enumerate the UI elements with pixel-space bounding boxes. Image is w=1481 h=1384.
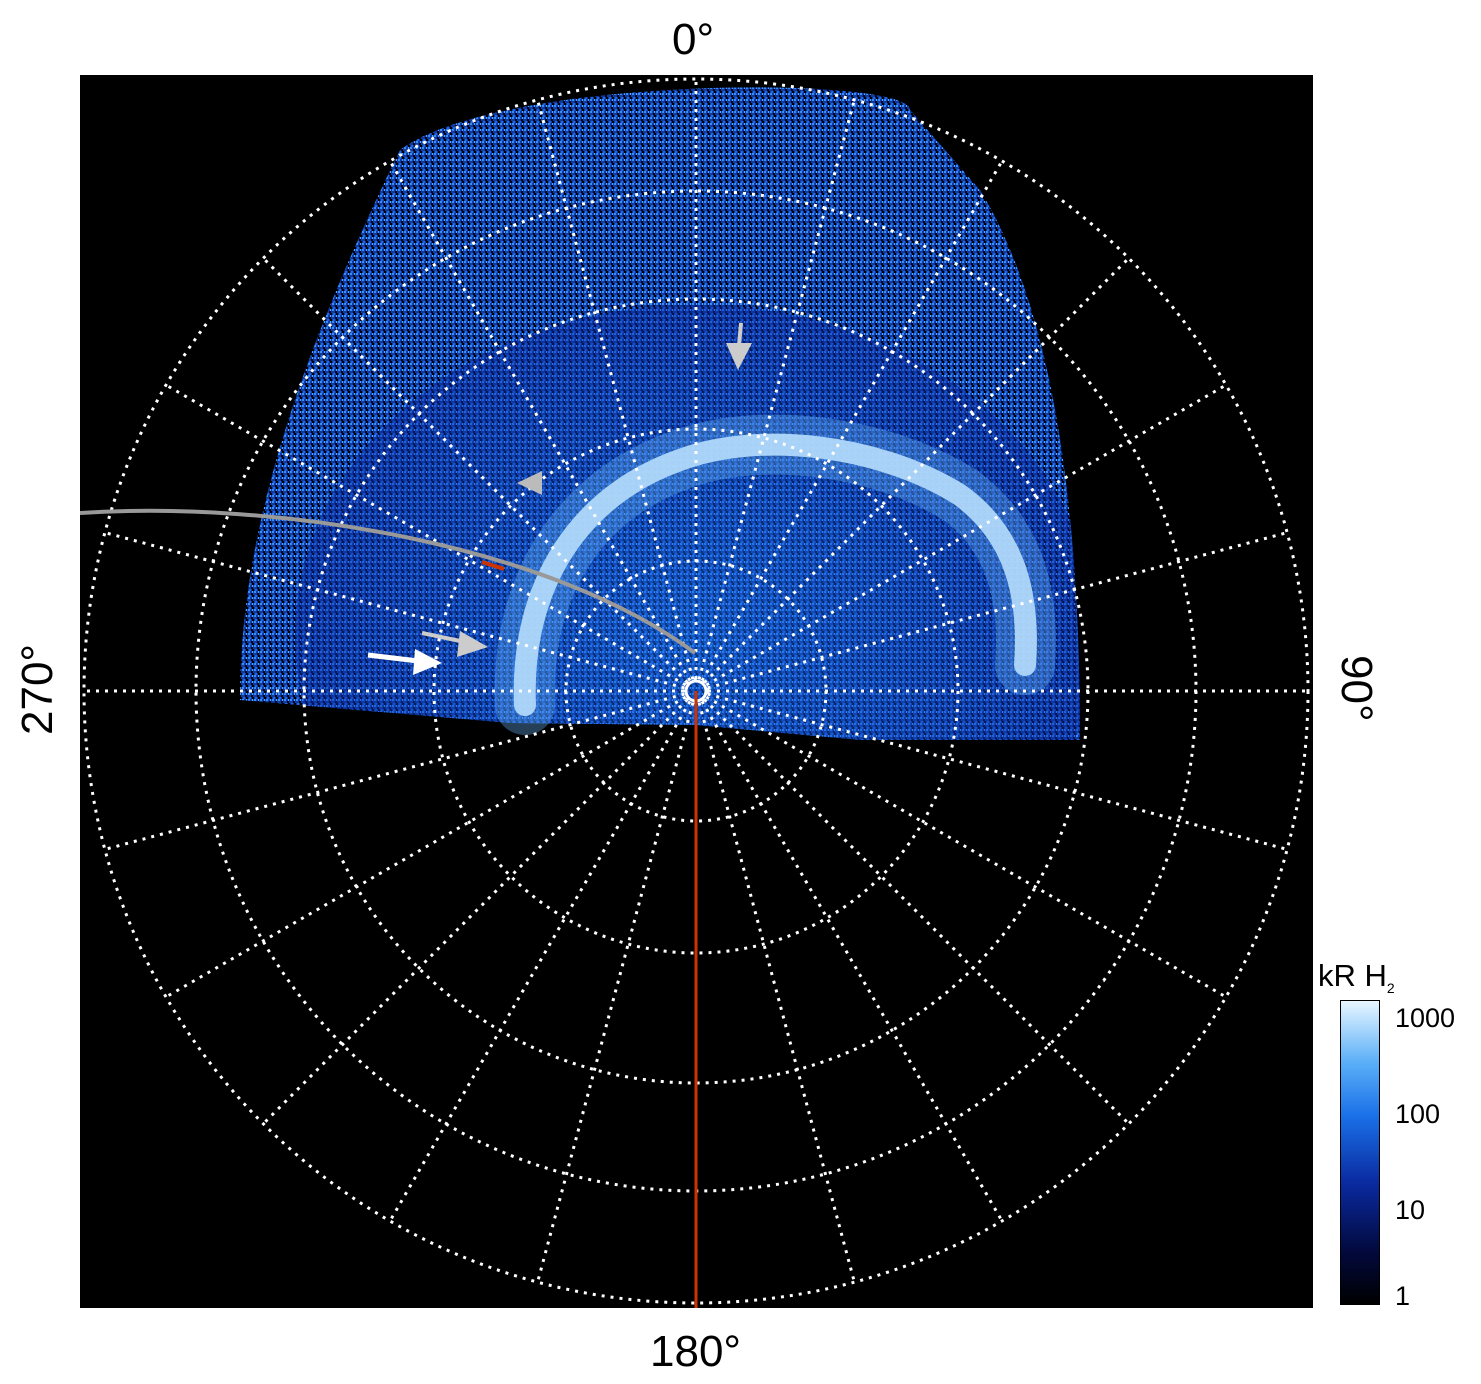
trajectory-highlight — [481, 560, 505, 571]
meridian-150 — [700, 700, 1004, 1222]
longitude-label-270: 270° — [13, 643, 62, 735]
meridian-345 — [536, 99, 695, 680]
colorbar-tick-1: 1 — [1395, 1281, 1411, 1311]
colorbar-title: kR H2 — [1318, 958, 1395, 997]
gray-arrow-top — [726, 322, 752, 370]
gray-arrow-lower-left — [421, 631, 488, 657]
longitude-label-180: 180° — [650, 1327, 742, 1376]
meridian-225 — [262, 698, 689, 1125]
meridian-15 — [697, 99, 856, 680]
meridian-45 — [703, 257, 1130, 684]
meridian-255 — [104, 692, 685, 851]
meridian-120 — [705, 695, 1227, 999]
meridian-210 — [388, 700, 692, 1222]
meridian-315 — [262, 257, 689, 684]
auroral-oval-glow — [494, 414, 1056, 735]
polar-map-svg — [79, 77, 1310, 1308]
colorbar-tick-10: 10 — [1395, 1195, 1426, 1225]
meridian-165 — [697, 702, 856, 1283]
white-arrow — [367, 649, 442, 675]
trajectory-curve — [79, 508, 697, 655]
auroral-oval — [513, 433, 1037, 716]
meridian-195 — [536, 702, 695, 1283]
meridian-75 — [707, 531, 1288, 690]
colorbar-tick-1000: 1000 — [1395, 1003, 1456, 1033]
gray-arrow-left — [517, 471, 542, 495]
meridian-60 — [705, 383, 1227, 687]
colorbar-tick-100: 100 — [1395, 1099, 1441, 1129]
longitude-label-90: 90° — [1332, 655, 1381, 722]
colorbar — [1340, 1000, 1380, 1305]
meridian-330 — [388, 160, 692, 682]
meridian-105 — [707, 692, 1288, 851]
longitude-grid — [84, 79, 1308, 1303]
polar-projection-image — [79, 75, 1313, 1308]
meridian-240 — [165, 695, 687, 999]
meridian-285 — [104, 531, 685, 690]
meridian-300 — [165, 383, 687, 687]
longitude-label-0: 0° — [672, 15, 715, 64]
meridian-135 — [703, 698, 1130, 1125]
meridian-30 — [700, 160, 1004, 682]
